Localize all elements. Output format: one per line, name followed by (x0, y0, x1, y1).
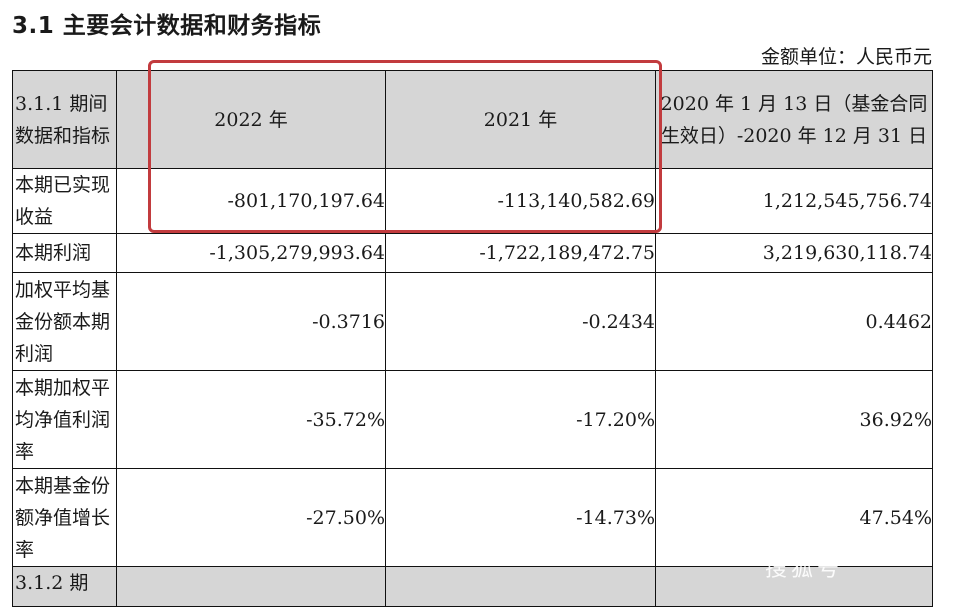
cell-value: 36.92% (655, 370, 933, 469)
table-row: 本期加权平均净值利润率 -35.72% -17.20% 36.92% (12, 370, 933, 469)
cell-value: -27.50% (116, 468, 386, 567)
empty-cell (385, 566, 656, 607)
cell-value: -1,722,189,472.75 (385, 233, 656, 273)
section-title: 3.1 主要会计数据和财务指标 (12, 13, 322, 39)
table-row: 本期利润 -1,305,279,993.64 -1,722,189,472.75… (12, 233, 933, 273)
cell-value: -0.2434 (385, 272, 656, 371)
watermark: 搜狐号 (765, 557, 844, 582)
table-row: 本期已实现收益 -801,170,197.64 -113,140,582.69 … (12, 168, 933, 234)
next-section-label: 3.1.2 期 (12, 566, 117, 607)
row-label: 本期利润 (12, 233, 117, 273)
cell-value: -0.3716 (116, 272, 386, 371)
cell-value: 1,212,545,756.74 (655, 168, 933, 234)
header-col-2020: 2020 年 1 月 13 日（基金合同生效日）-2020 年 12 月 31 … (655, 70, 933, 169)
row-label: 本期基金份额净值增长率 (12, 468, 117, 567)
table-header-row: 3.1.1 期间数据和指标 2022 年 2021 年 2020 年 1 月 1… (12, 70, 933, 169)
cell-value: -113,140,582.69 (385, 168, 656, 234)
cell-value: 3,219,630,118.74 (655, 233, 933, 273)
row-label: 本期加权平均净值利润率 (12, 370, 117, 469)
row-label: 本期已实现收益 (12, 168, 117, 234)
table-row: 本期基金份额净值增长率 -27.50% -14.73% 47.54% (12, 468, 933, 567)
cell-value: -1,305,279,993.64 (116, 233, 386, 273)
cell-value: -801,170,197.64 (116, 168, 386, 234)
empty-cell (116, 566, 386, 607)
cell-value: -14.73% (385, 468, 656, 567)
cell-value: 47.54% (655, 468, 933, 567)
header-label: 3.1.1 期间数据和指标 (12, 70, 117, 169)
cell-value: 0.4462 (655, 272, 933, 371)
cell-value: -35.72% (116, 370, 386, 469)
unit-label: 金额单位：人民币元 (760, 46, 932, 68)
header-col-2021: 2021 年 (385, 70, 656, 169)
table-row: 加权平均基金份额本期利润 -0.3716 -0.2434 0.4462 (12, 272, 933, 371)
row-label: 加权平均基金份额本期利润 (12, 272, 117, 371)
financial-indicators-table: 3.1.1 期间数据和指标 2022 年 2021 年 2020 年 1 月 1… (12, 70, 933, 607)
header-col-2022: 2022 年 (116, 70, 386, 169)
cell-value: -17.20% (385, 370, 656, 469)
